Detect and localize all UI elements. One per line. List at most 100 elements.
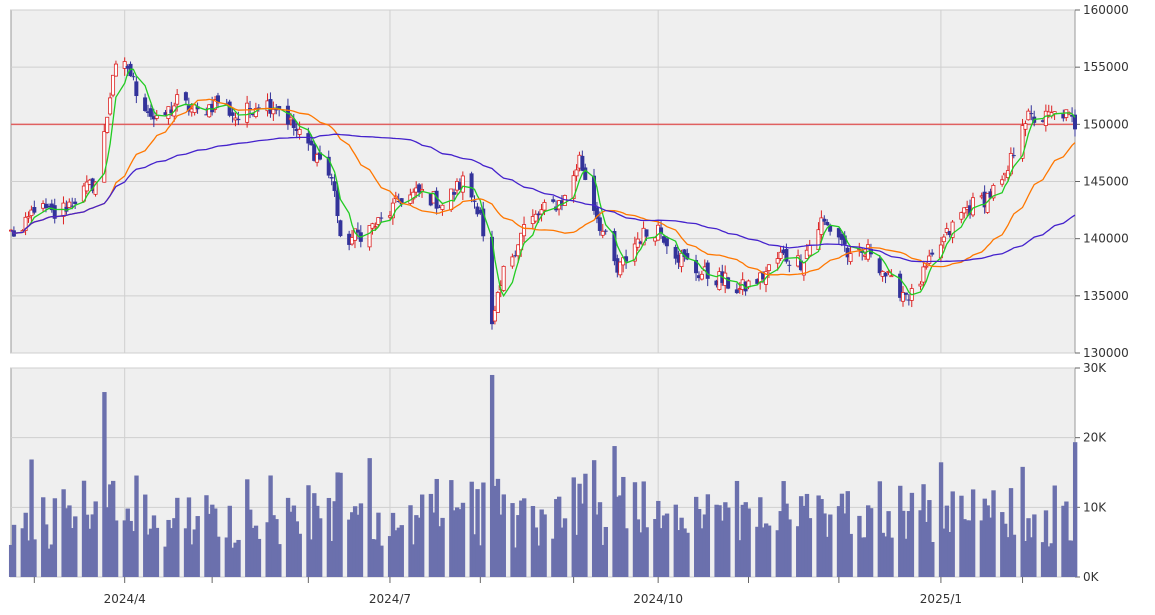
volume-bar (43, 524, 49, 577)
volume-bar (408, 505, 413, 577)
volume-bar (804, 493, 810, 577)
volume-bar (84, 514, 90, 577)
candle-body-up (941, 236, 946, 243)
volume-bar (329, 541, 334, 577)
candle-body-down (877, 258, 882, 274)
candle-body-down (134, 81, 139, 97)
candle-body-down (210, 103, 215, 113)
candle-body-down (434, 190, 439, 209)
volume-bar (513, 547, 518, 577)
candle-body-down (452, 192, 457, 195)
candle-body-down (755, 279, 760, 284)
volume-bar (638, 532, 643, 577)
volume-bar (702, 514, 708, 577)
candle-body-down (469, 173, 474, 198)
volume-bar (921, 484, 926, 577)
candle-body-down (256, 107, 261, 109)
candle-body-down (151, 116, 156, 120)
candle-body-up (67, 201, 72, 208)
volume-bar (61, 489, 66, 577)
candle-body-up (924, 265, 929, 268)
volume-bar (110, 480, 116, 577)
candle-body-down (676, 254, 681, 263)
volume-bar (889, 537, 894, 577)
candle-body-down (988, 191, 993, 198)
volume-bar (460, 502, 466, 577)
candle-body-down (186, 105, 191, 112)
volume-bar (661, 515, 667, 577)
volume-bar (615, 496, 620, 577)
candle-body-down (624, 256, 629, 262)
volume-bar (766, 525, 772, 577)
candle-body-down (437, 206, 442, 208)
volume-bar (169, 528, 174, 577)
volume-bar (562, 518, 568, 577)
volume-bar (962, 519, 967, 577)
candle-body-down (839, 234, 844, 240)
volume-bar (664, 513, 670, 577)
candle-body-up (641, 227, 646, 246)
candle-body-down (227, 101, 232, 116)
candle-body-down (580, 155, 585, 171)
volume-bar (819, 499, 824, 577)
volume-bar (41, 497, 46, 577)
candle-body-up (108, 97, 113, 115)
volume-bar (105, 507, 110, 577)
volume-bar (227, 505, 232, 577)
volume-bar (454, 507, 460, 577)
volume-bar (90, 514, 95, 577)
x-tick-label: 2024/4 (104, 592, 146, 606)
volume-bar (877, 481, 883, 577)
candle-body-down (285, 105, 290, 125)
candle-body-up (1026, 110, 1031, 121)
candle-body-down (294, 128, 299, 131)
volume-bar (145, 534, 151, 577)
volume-bar (434, 478, 439, 577)
volume-bar (393, 530, 399, 577)
candle-body-down (825, 221, 830, 226)
volume-bar (839, 493, 845, 577)
candle-body-up (370, 223, 375, 229)
candle-body-down (1040, 120, 1045, 122)
candle-body-up (848, 253, 853, 263)
volume-bar (67, 505, 72, 577)
volume-bar (46, 548, 52, 577)
volume-bar (836, 506, 842, 577)
volume-bar (726, 507, 731, 577)
volume-bar (274, 519, 279, 577)
volume-bar (210, 504, 215, 577)
candle-body-down (291, 119, 296, 128)
candle-body-down (898, 273, 903, 298)
volume-bar (603, 526, 609, 577)
candle-body-up (492, 310, 497, 322)
candle-body-down (163, 112, 168, 116)
volume-bar (224, 537, 230, 577)
volume-bar (1023, 541, 1028, 577)
candle-body-up (26, 216, 31, 219)
candle-body-down (481, 208, 486, 237)
volume-bar (959, 495, 964, 577)
volume-bar (390, 512, 396, 577)
volume-bar (215, 536, 221, 577)
candle-body-up (271, 109, 276, 115)
volume-bar (250, 527, 256, 577)
volume-bar (428, 493, 434, 577)
volume-bar (542, 514, 547, 577)
volume-tick-label: 10K (1083, 500, 1107, 514)
volume-bar (798, 496, 804, 577)
candle-body-down (513, 255, 518, 257)
volume-bar (924, 521, 929, 577)
candle-body-down (883, 272, 888, 277)
volume-bar (985, 505, 990, 577)
volume-bar (192, 529, 197, 577)
volume-bar (533, 527, 539, 577)
candle-body-up (574, 169, 579, 177)
volume-bar (350, 512, 355, 577)
candle-body-down (798, 260, 803, 271)
candle-body-up (1043, 110, 1048, 126)
volume-bar (554, 499, 559, 577)
candle-body-down (644, 229, 649, 237)
candle-body-down (475, 206, 480, 215)
candle-body-down (250, 113, 255, 116)
